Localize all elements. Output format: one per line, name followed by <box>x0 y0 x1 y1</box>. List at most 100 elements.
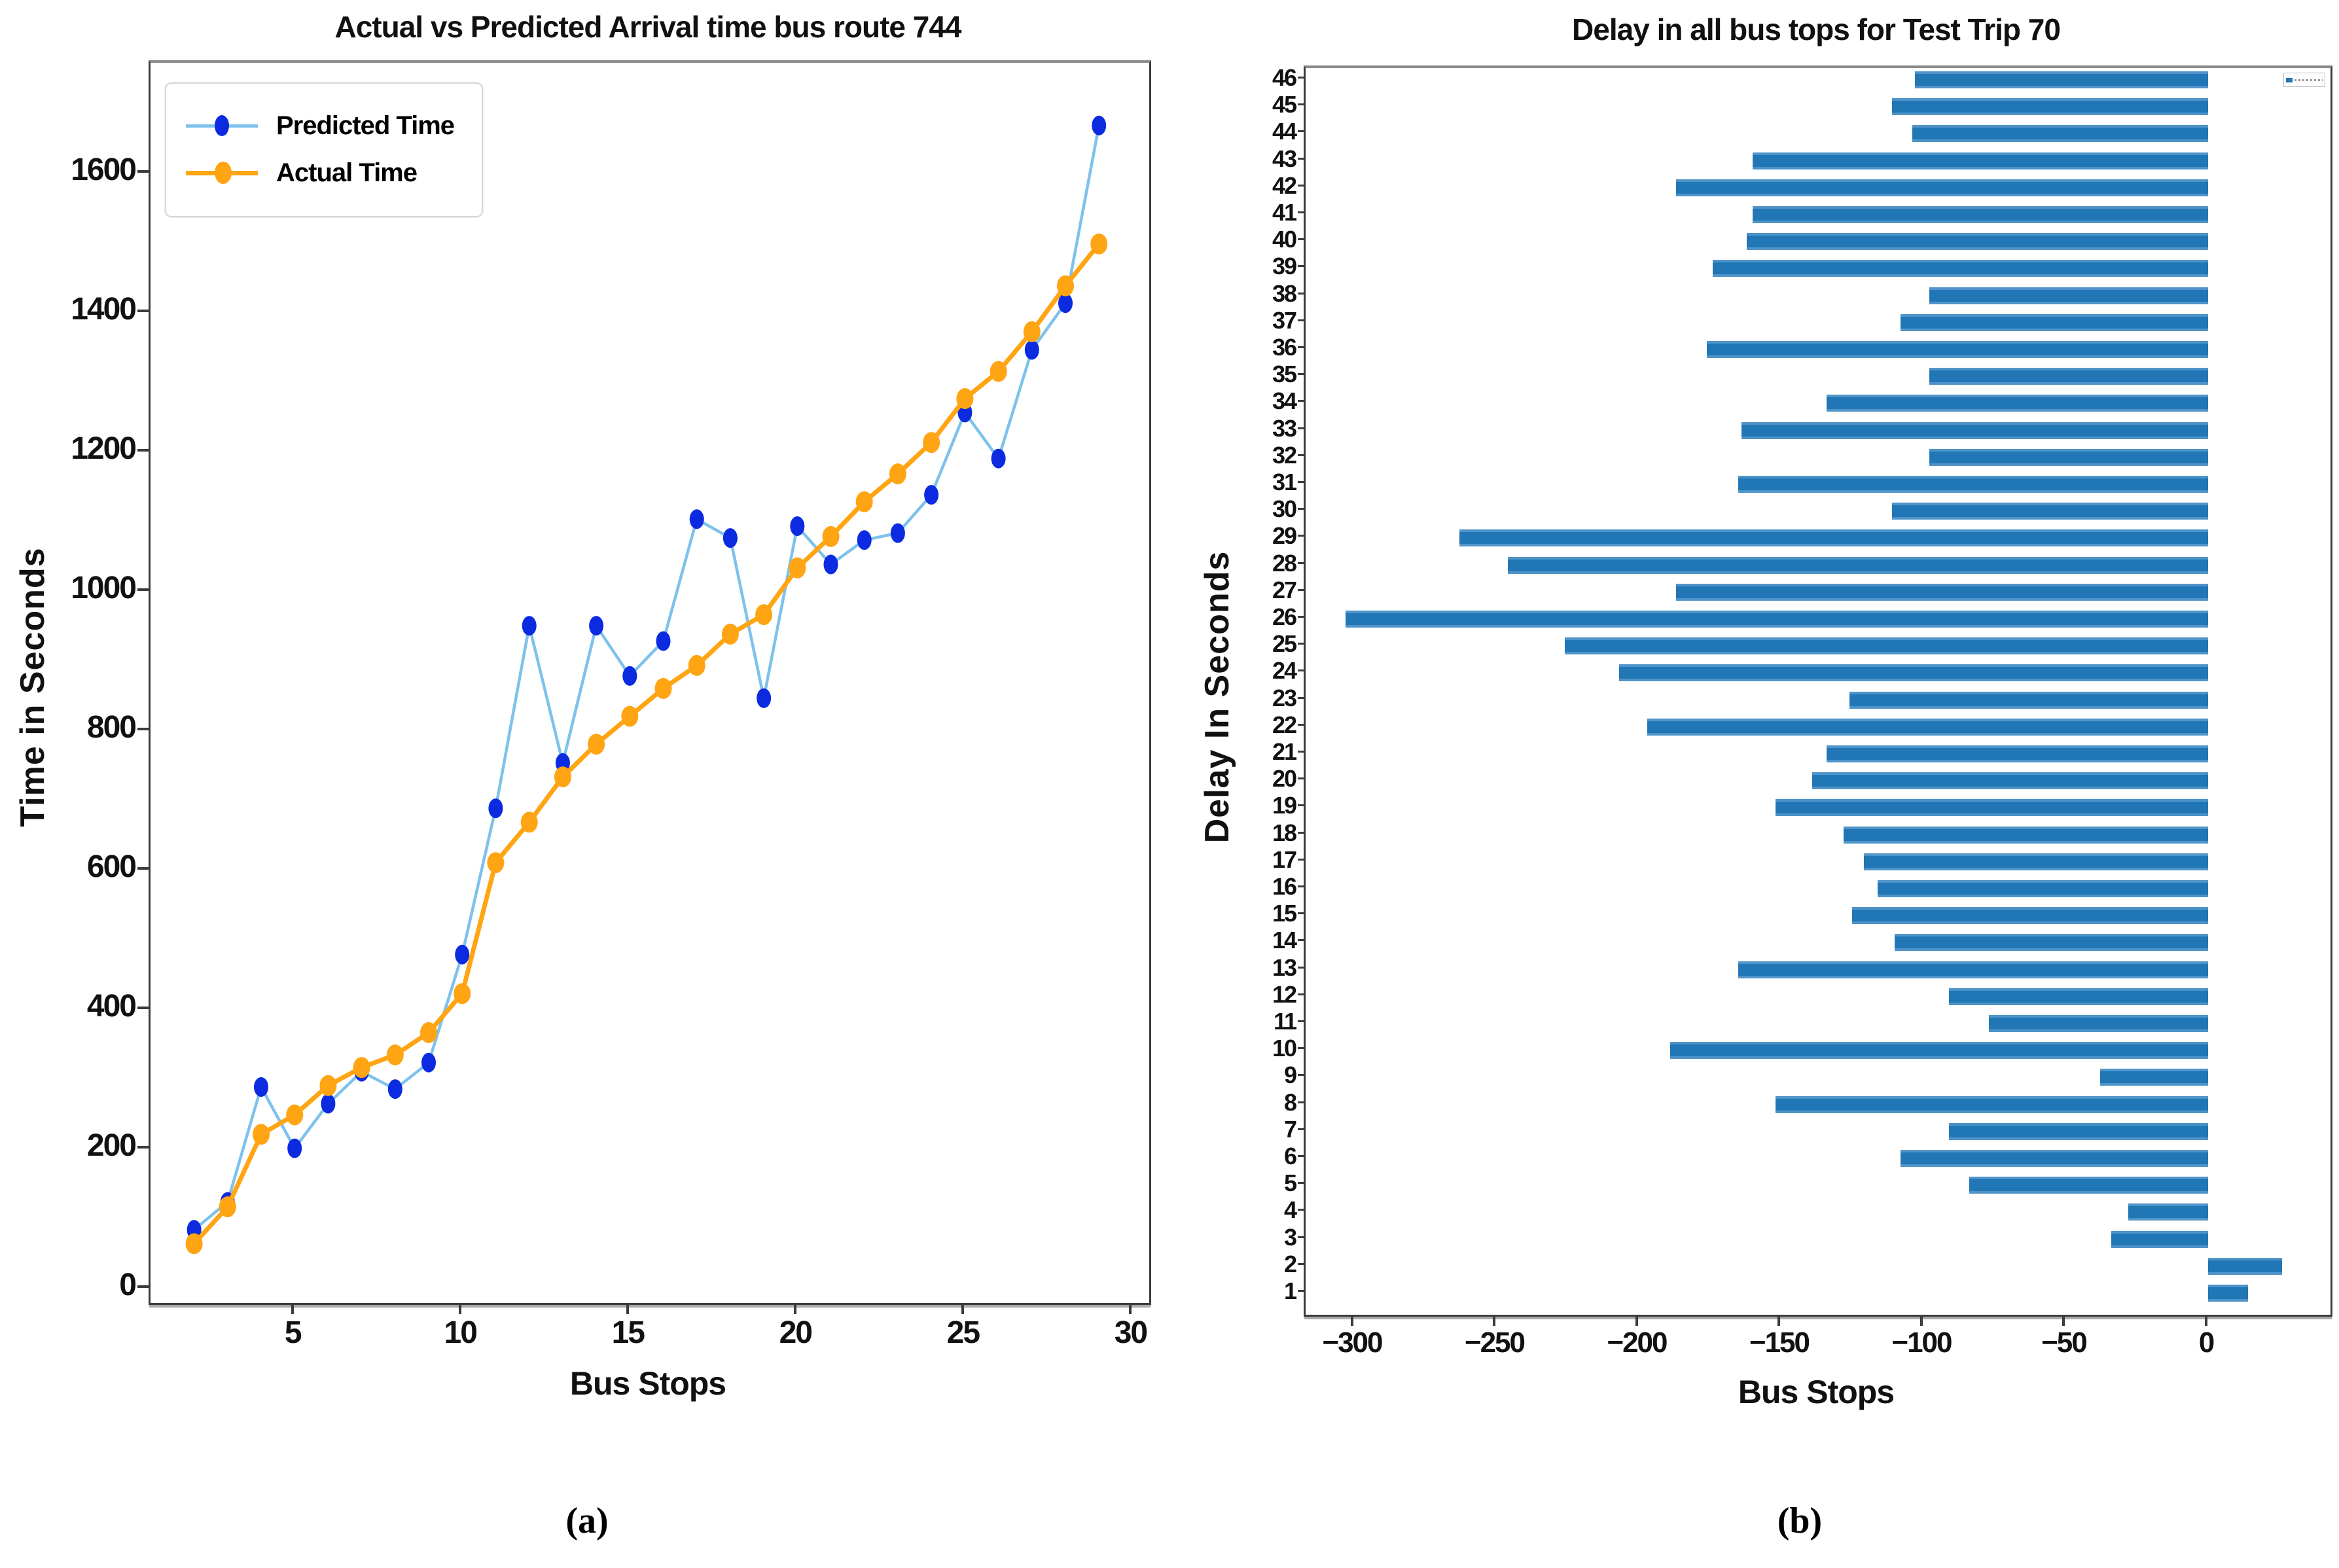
legend-label-predicted: Predicted Time <box>276 111 455 140</box>
y-tick-mark <box>1298 588 1304 591</box>
y-tick-label: 40 <box>1272 226 1297 253</box>
y-tick-label: 12 <box>1272 980 1297 1008</box>
y-tick-mark <box>1298 1236 1304 1238</box>
predicted-time-marker <box>522 616 537 636</box>
y-tick-mark <box>137 866 149 870</box>
predicted-time-marker <box>924 485 939 505</box>
bar-stop-24 <box>1618 664 2208 682</box>
actual-time-marker <box>822 526 840 547</box>
bar-stop-27 <box>1675 583 2208 601</box>
y-tick-label: 6 <box>1283 1143 1297 1169</box>
y-tick-mark <box>1298 831 1304 834</box>
y-tick-mark <box>1298 1262 1304 1265</box>
actual-line-marker-icon <box>186 162 258 184</box>
actual-time-marker <box>923 432 940 454</box>
predicted-time-marker <box>689 509 704 529</box>
y-tick-mark <box>1298 993 1304 995</box>
actual-time-marker <box>386 1044 404 1065</box>
y-tick-mark <box>1298 1209 1304 1211</box>
x-tick-mark <box>626 1304 630 1314</box>
y-tick-mark <box>137 1285 149 1288</box>
actual-time-marker <box>855 491 873 512</box>
actual-time-marker <box>487 852 505 874</box>
y-tick-mark <box>1298 777 1304 780</box>
y-tick-label: 24 <box>1272 657 1297 685</box>
bar-stop-20 <box>1812 772 2208 790</box>
y-tick-mark <box>1298 508 1304 510</box>
y-tick-label: 29 <box>1272 522 1297 550</box>
y-tick-label: 200 <box>86 1128 137 1163</box>
y-tick-mark <box>1298 400 1304 402</box>
predicted-time-marker <box>287 1138 302 1158</box>
y-tick-mark <box>137 588 149 592</box>
predicted-time-marker <box>890 523 905 543</box>
x-tick-label: 30 <box>1114 1315 1148 1350</box>
y-tick-mark <box>1298 858 1304 861</box>
y-tick-label: 1 <box>1283 1277 1297 1304</box>
y-tick-label: 8 <box>1283 1088 1297 1116</box>
y-tick-label: 23 <box>1272 684 1297 711</box>
x-tick-label: 25 <box>946 1315 980 1350</box>
predicted-time-marker <box>421 1052 436 1073</box>
predicted-line-marker-icon <box>186 115 258 137</box>
predicted-time-marker <box>991 448 1006 469</box>
y-tick-label: 34 <box>1272 387 1297 415</box>
bar-stop-30 <box>1892 503 2208 520</box>
chart-b-x-axis-label: Bus Stops <box>1738 1374 1895 1410</box>
bar-stop-32 <box>1929 448 2208 466</box>
y-tick-label: 9 <box>1283 1061 1297 1089</box>
predicted-time-marker <box>790 516 805 536</box>
actual-time-marker <box>420 1022 437 1043</box>
actual-time-marker <box>654 678 672 699</box>
bar-stop-34 <box>1827 395 2208 412</box>
y-tick-mark <box>1298 184 1304 187</box>
y-tick-mark <box>1298 535 1304 537</box>
x-tick-mark <box>1635 1315 1638 1326</box>
y-tick-mark <box>1298 1047 1304 1050</box>
bar-stop-35 <box>1929 368 2208 385</box>
y-tick-label: 20 <box>1272 765 1297 793</box>
y-tick-label: 33 <box>1272 414 1297 442</box>
y-tick-label: 31 <box>1272 469 1297 495</box>
y-tick-label: 15 <box>1272 900 1297 927</box>
bar-stop-19 <box>1775 799 2208 817</box>
bar-stop-13 <box>1738 961 2208 978</box>
predicted-time-marker <box>723 528 738 548</box>
y-tick-label: 2 <box>1283 1250 1297 1277</box>
bar-stop-4 <box>2128 1203 2208 1221</box>
bar-stop-18 <box>1844 826 2208 844</box>
y-tick-label: 36 <box>1272 334 1297 361</box>
y-tick-label: 19 <box>1272 792 1297 819</box>
y-tick-mark <box>137 310 149 313</box>
predicted-time-marker <box>455 944 470 965</box>
x-tick-mark <box>2204 1315 2207 1326</box>
bar-stop-9 <box>2099 1069 2208 1086</box>
predicted-time-marker <box>823 554 838 575</box>
actual-time-marker <box>353 1057 370 1078</box>
predicted-time-line <box>193 125 1101 1231</box>
bar-stop-28 <box>1507 556 2208 574</box>
bar-stop-40 <box>1747 233 2208 251</box>
y-tick-mark <box>1298 1101 1304 1103</box>
y-tick-mark <box>1298 346 1304 348</box>
bar-stop-5 <box>1969 1177 2208 1194</box>
predicted-time-marker <box>757 688 772 708</box>
y-tick-mark <box>1298 373 1304 376</box>
x-tick-mark <box>459 1304 462 1314</box>
y-tick-mark <box>1298 1155 1304 1157</box>
y-tick-label: 0 <box>119 1267 137 1302</box>
bar-stop-33 <box>1741 421 2208 439</box>
y-tick-label: 14 <box>1272 927 1297 954</box>
bar-stop-8 <box>1775 1096 2208 1113</box>
plot-area-a: Predicted Time Actual Time <box>149 60 1151 1305</box>
y-tick-label: 11 <box>1273 1008 1297 1035</box>
y-tick-label: 5 <box>1283 1169 1297 1197</box>
actual-time-marker <box>554 766 571 788</box>
bar-stop-38 <box>1929 287 2208 304</box>
bar-stop-41 <box>1753 206 2208 223</box>
y-tick-label: 16 <box>1272 873 1297 900</box>
bar-stop-39 <box>1713 260 2208 277</box>
y-tick-mark <box>1298 427 1304 429</box>
y-tick-mark <box>1298 481 1304 483</box>
y-tick-mark <box>1298 696 1304 699</box>
